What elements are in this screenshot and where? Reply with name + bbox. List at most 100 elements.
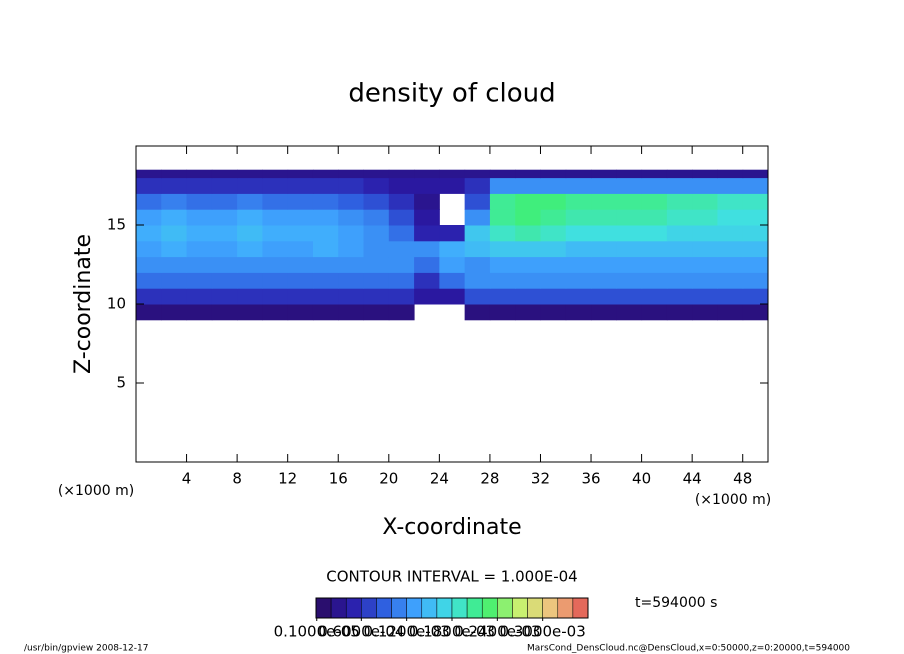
cell	[591, 225, 617, 242]
cell	[312, 193, 339, 210]
cell	[414, 169, 440, 179]
cell	[237, 209, 263, 226]
cell	[211, 177, 238, 194]
cell	[136, 177, 162, 194]
cell	[717, 225, 744, 242]
cell	[692, 169, 718, 179]
cell	[414, 177, 440, 194]
cell	[312, 169, 339, 179]
cell	[287, 240, 314, 258]
cell	[338, 209, 365, 226]
cell	[565, 256, 592, 273]
cell	[388, 177, 415, 194]
cell	[641, 169, 668, 179]
cell	[136, 240, 162, 258]
cell	[742, 193, 769, 210]
colorbar-box	[451, 597, 468, 619]
cell	[641, 225, 668, 242]
cell	[565, 225, 592, 242]
cell	[312, 177, 339, 194]
cell	[692, 288, 718, 305]
cell	[338, 240, 365, 258]
cell	[414, 288, 440, 305]
cell	[742, 240, 769, 258]
cell	[414, 209, 440, 226]
cell	[489, 240, 516, 258]
cell	[641, 288, 668, 305]
cell	[161, 288, 188, 305]
cell	[262, 193, 289, 210]
cell	[742, 256, 769, 273]
cell	[591, 169, 617, 179]
cell	[666, 169, 693, 179]
cell	[287, 304, 314, 321]
cell	[464, 193, 491, 210]
x-tick-label: 20	[379, 470, 398, 488]
cell	[211, 288, 238, 305]
cell	[565, 193, 592, 210]
x-tick-label: 32	[531, 470, 550, 488]
cell	[515, 288, 541, 305]
cell	[591, 177, 617, 194]
colorbar-tick-label: 0.1000e-05	[274, 623, 360, 641]
colorbar-box	[481, 597, 498, 619]
cell	[363, 225, 390, 242]
cell	[641, 193, 668, 210]
cell	[742, 177, 769, 194]
cell	[489, 209, 516, 226]
cell	[666, 209, 693, 226]
cell	[616, 240, 643, 258]
cell	[717, 272, 744, 289]
cell	[338, 272, 365, 289]
cell	[692, 193, 718, 210]
cell	[186, 288, 213, 305]
cell	[262, 209, 289, 226]
cell	[540, 288, 567, 305]
cell	[591, 209, 617, 226]
cell	[388, 193, 415, 210]
cell	[262, 256, 289, 273]
colorbar-box	[527, 597, 543, 619]
cell	[742, 209, 769, 226]
cell	[262, 177, 289, 194]
cell	[439, 272, 466, 289]
cell	[540, 193, 567, 210]
cell	[591, 288, 617, 305]
x-unit: (×1000 m)	[695, 492, 771, 508]
cell	[414, 240, 440, 258]
colorbar-tick-label: 0.1200e-03	[364, 623, 450, 641]
colorbar-tick-label: 0.1800e-03	[409, 623, 495, 641]
x-tick-label: 8	[232, 470, 242, 488]
cell	[414, 193, 440, 210]
cell	[616, 169, 643, 179]
cell	[287, 193, 314, 210]
cell	[237, 256, 263, 273]
cell	[565, 169, 592, 179]
cell	[136, 209, 162, 226]
cell	[312, 288, 339, 305]
cell	[464, 225, 491, 242]
cell	[540, 304, 567, 321]
cell	[742, 225, 769, 242]
cell	[237, 169, 263, 179]
cell	[565, 209, 592, 226]
cell	[287, 225, 314, 242]
cell	[742, 169, 769, 179]
footer-left: /usr/bin/gpview 2008-12-17	[24, 644, 148, 654]
cell	[616, 304, 643, 321]
cell	[515, 256, 541, 273]
cell	[692, 177, 718, 194]
cell	[717, 304, 744, 321]
cell	[717, 169, 744, 179]
y-tick-label: 10	[107, 295, 126, 313]
x-tick-label: 16	[329, 470, 348, 488]
field	[136, 169, 769, 321]
cell	[287, 272, 314, 289]
cell	[616, 225, 643, 242]
cell	[186, 209, 213, 226]
cell	[211, 240, 238, 258]
cell	[515, 169, 541, 179]
colorbar-box	[512, 597, 528, 619]
